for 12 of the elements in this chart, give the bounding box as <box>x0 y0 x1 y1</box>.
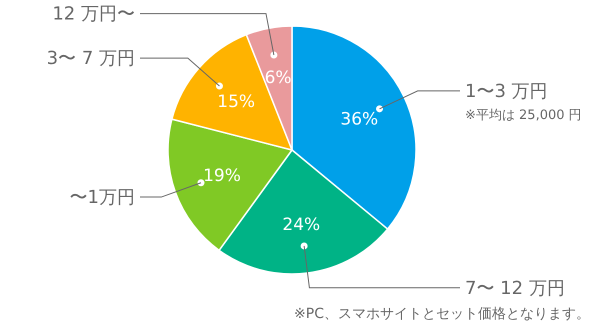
data-label: 6% <box>264 68 292 88</box>
data-label: 15% <box>217 92 256 112</box>
data-label: 36% <box>340 109 378 130</box>
data-label: 24% <box>282 214 320 235</box>
text: ※PC、スマホサイトとセット価格となります。 <box>294 306 590 322</box>
slice-label: 7〜 12 万円 <box>465 278 565 299</box>
text: ※平均は 25,000 円 <box>465 108 582 123</box>
data-label: 19% <box>203 166 241 186</box>
slice-label: 1〜3 万円 <box>465 80 548 102</box>
slice-label: 3〜 7 万円 <box>46 48 135 70</box>
slice-label: 〜1万円 <box>70 187 135 208</box>
slice-label: 12 万円〜 <box>52 4 135 25</box>
